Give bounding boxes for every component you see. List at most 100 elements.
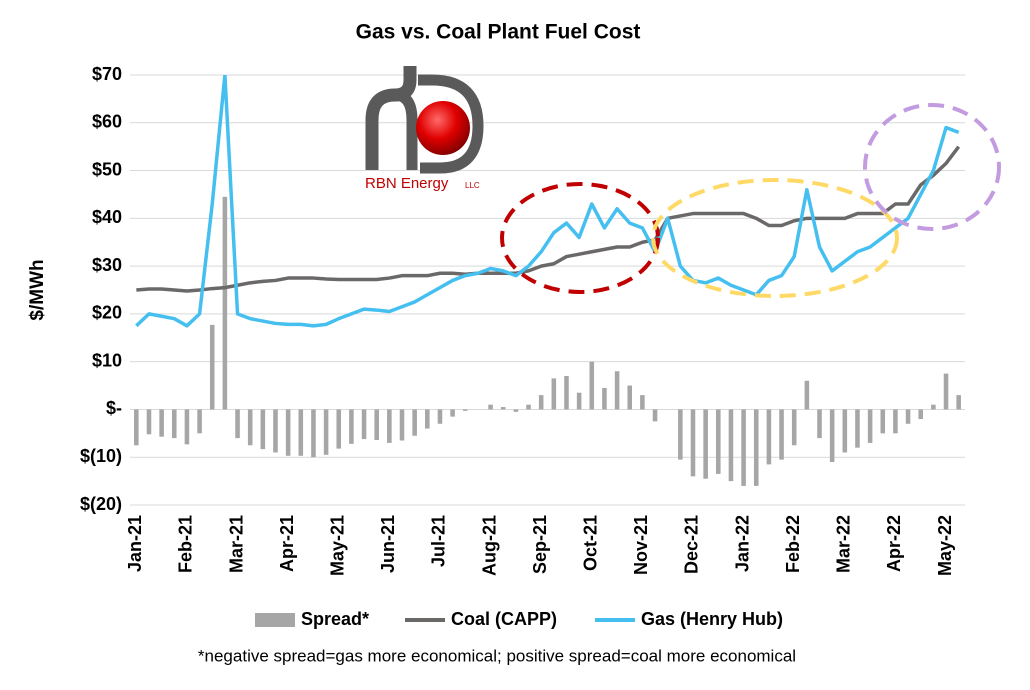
spread-bar [678, 409, 683, 460]
spread-bar [956, 395, 961, 410]
spread-bar [791, 409, 797, 446]
spread-bar [779, 409, 784, 460]
spread-bar [311, 409, 316, 458]
spread-bar [753, 409, 759, 486]
spread-bar [931, 404, 936, 410]
spread-bar [829, 409, 835, 462]
spread-bar [361, 409, 367, 440]
legend-label: Spread* [301, 609, 369, 629]
x-tick-label: Dec-21 [682, 515, 702, 574]
spread-bar [172, 409, 177, 439]
spread-bar [589, 361, 595, 410]
spread-bar [576, 392, 582, 410]
spread-bar [526, 404, 531, 410]
x-tick-label: Jan-22 [732, 515, 752, 572]
spread-bar [513, 409, 519, 412]
y-tick-label: $70 [92, 64, 122, 84]
spread-bar [766, 409, 772, 465]
y-axis-label: $/MWh [27, 259, 48, 320]
spread-bar [197, 409, 202, 434]
spread-bar [551, 378, 557, 410]
x-tick-label: Jun-21 [378, 515, 398, 573]
logo-text: RBN Energy [365, 175, 449, 192]
y-tick-label: $- [106, 398, 122, 418]
spread-bar [437, 409, 443, 424]
spread-bar [209, 324, 215, 410]
spread-bar [159, 409, 164, 437]
logo-suffix: LLC [465, 181, 480, 190]
x-tick-label: Feb-21 [176, 515, 196, 573]
spread-bar [336, 409, 342, 449]
spread-bar [488, 404, 493, 410]
spread-bar [817, 409, 822, 439]
spread-bar [146, 409, 152, 435]
spread-bar [855, 409, 860, 448]
spread-bar [285, 409, 291, 456]
y-tick-label: $60 [92, 112, 122, 132]
spread-bar [323, 409, 329, 455]
spread-bar [247, 409, 253, 446]
spread-bar [741, 409, 746, 486]
footnote: *negative spread=gas more economical; po… [198, 646, 796, 665]
y-tick-label: $20 [92, 303, 122, 323]
spread-bar [804, 380, 810, 410]
spread-bar [462, 409, 468, 411]
spread-bar [614, 371, 620, 410]
y-tick-label: $40 [92, 207, 122, 227]
series-line [135, 75, 960, 328]
spread-bar [425, 409, 430, 429]
logo: RBN Energy LLC [365, 66, 484, 192]
y-tick-label: $50 [92, 159, 122, 179]
x-tick-label: Mar-21 [226, 515, 246, 573]
spread-bar [235, 409, 240, 439]
spread-bar [880, 409, 886, 434]
y-tick-label: $(20) [80, 494, 122, 514]
spread-bar [500, 407, 506, 410]
spread-bar [222, 196, 228, 410]
spread-bar [943, 373, 949, 410]
spread-bar [450, 409, 455, 417]
x-tick-label: Nov-21 [631, 515, 651, 575]
spread-bar [905, 409, 911, 424]
y-tick-label: $30 [92, 255, 122, 275]
spread-bar [627, 385, 633, 410]
logo-pipe [394, 74, 484, 174]
spread-bar [387, 409, 392, 443]
y-tick-label: $(10) [80, 446, 122, 466]
y-tick-label: $10 [92, 350, 122, 370]
x-tick-label: Apr-22 [884, 515, 904, 572]
spread-bar [260, 409, 266, 450]
spread-bar [298, 409, 304, 456]
spread-bar [564, 376, 569, 410]
spread-bar [893, 409, 898, 434]
spread-bar [652, 409, 658, 422]
legend-label: Coal (CAPP) [451, 609, 557, 629]
x-tick-label: May-22 [935, 515, 955, 576]
spread-bar [640, 395, 645, 410]
x-tick-label: May-21 [328, 515, 348, 576]
x-tick-label: Jul-21 [429, 515, 449, 567]
chart-title: Gas vs. Coal Plant Fuel Cost [356, 21, 641, 44]
x-tick-label: Feb-22 [783, 515, 803, 573]
series-line [136, 145, 961, 293]
spread-bar [273, 409, 278, 453]
highlight-ellipse [651, 178, 899, 298]
logo-ball [416, 101, 470, 155]
x-tick-label: Aug-21 [479, 515, 499, 576]
x-tick-label: Jan-21 [125, 515, 145, 572]
spread-bar [399, 409, 405, 441]
highlight-ellipse [863, 103, 1001, 231]
x-tick-label: Mar-22 [834, 515, 854, 573]
spread-bar [918, 409, 923, 419]
spread-bar [412, 409, 417, 436]
x-tick-label: Sep-21 [530, 515, 550, 574]
spread-bar [349, 409, 354, 444]
x-tick-label: Apr-21 [277, 515, 297, 572]
spread-bar [728, 409, 734, 482]
spread-bar [716, 409, 721, 474]
spread-bar [690, 409, 696, 477]
spread-bar [374, 409, 379, 441]
spread-bar [184, 409, 190, 445]
